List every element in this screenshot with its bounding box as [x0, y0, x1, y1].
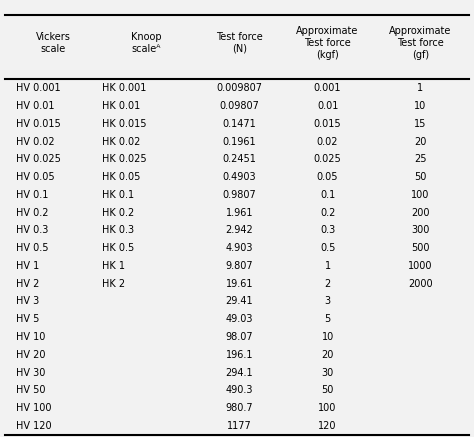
Text: 196.1: 196.1 — [226, 350, 253, 360]
Text: 0.1471: 0.1471 — [222, 119, 256, 129]
Text: Vickers
scale: Vickers scale — [36, 32, 71, 54]
Text: 10: 10 — [414, 101, 427, 111]
Text: 29.41: 29.41 — [226, 296, 253, 306]
Text: 30: 30 — [321, 368, 334, 378]
Text: HK 0.001: HK 0.001 — [102, 83, 146, 93]
Text: Test force
(N): Test force (N) — [216, 32, 263, 54]
Text: 1.961: 1.961 — [226, 208, 253, 218]
Text: 4.903: 4.903 — [226, 243, 253, 253]
Text: 100: 100 — [411, 190, 429, 200]
Text: 98.07: 98.07 — [226, 332, 253, 342]
Text: 0.4903: 0.4903 — [222, 172, 256, 182]
Text: Knoop
scaleᴬ: Knoop scaleᴬ — [131, 32, 162, 54]
Text: 0.2: 0.2 — [320, 208, 335, 218]
Text: HV 10: HV 10 — [16, 332, 46, 342]
Text: HV 50: HV 50 — [16, 385, 46, 395]
Text: 25: 25 — [414, 154, 427, 164]
Text: 0.1961: 0.1961 — [222, 136, 256, 146]
Text: 0.3: 0.3 — [320, 225, 335, 236]
Text: Approximate
Test force
(kgf): Approximate Test force (kgf) — [296, 26, 359, 59]
Text: 1000: 1000 — [408, 261, 433, 271]
Text: 200: 200 — [411, 208, 430, 218]
Text: HK 0.5: HK 0.5 — [102, 243, 135, 253]
Text: HV 1: HV 1 — [16, 261, 40, 271]
Text: 0.009807: 0.009807 — [216, 83, 262, 93]
Text: 3: 3 — [325, 296, 331, 306]
Text: HK 0.015: HK 0.015 — [102, 119, 147, 129]
Text: HV 0.2: HV 0.2 — [16, 208, 49, 218]
Text: 120: 120 — [319, 421, 337, 431]
Text: 20: 20 — [321, 350, 334, 360]
Text: 0.001: 0.001 — [314, 83, 341, 93]
Text: 2: 2 — [325, 279, 331, 289]
Text: HK 0.3: HK 0.3 — [102, 225, 135, 236]
Text: 2000: 2000 — [408, 279, 433, 289]
Text: 0.2451: 0.2451 — [222, 154, 256, 164]
Text: 500: 500 — [411, 243, 430, 253]
Text: 0.015: 0.015 — [314, 119, 341, 129]
Text: HK 2: HK 2 — [102, 279, 126, 289]
Text: 19.61: 19.61 — [226, 279, 253, 289]
Text: 294.1: 294.1 — [226, 368, 253, 378]
Text: 0.9807: 0.9807 — [222, 190, 256, 200]
Text: HV 0.1: HV 0.1 — [16, 190, 49, 200]
Text: HV 120: HV 120 — [16, 421, 52, 431]
Text: 1: 1 — [418, 83, 424, 93]
Text: 15: 15 — [414, 119, 427, 129]
Text: 0.09807: 0.09807 — [219, 101, 259, 111]
Text: HK 0.05: HK 0.05 — [102, 172, 141, 182]
Text: 9.807: 9.807 — [226, 261, 253, 271]
Text: HV 0.02: HV 0.02 — [16, 136, 55, 146]
Text: HV 5: HV 5 — [16, 314, 40, 324]
Text: 2.942: 2.942 — [226, 225, 253, 236]
Text: 5: 5 — [325, 314, 331, 324]
Text: 0.05: 0.05 — [317, 172, 338, 182]
Text: 10: 10 — [321, 332, 334, 342]
Text: 490.3: 490.3 — [226, 385, 253, 395]
Text: HV 100: HV 100 — [16, 403, 52, 413]
Text: HV 0.5: HV 0.5 — [16, 243, 49, 253]
Text: HV 2: HV 2 — [16, 279, 40, 289]
Text: HK 0.02: HK 0.02 — [102, 136, 141, 146]
Text: HV 0.015: HV 0.015 — [16, 119, 61, 129]
Text: HK 1: HK 1 — [102, 261, 125, 271]
Text: HV 0.3: HV 0.3 — [16, 225, 49, 236]
Text: HV 20: HV 20 — [16, 350, 46, 360]
Text: HV 0.05: HV 0.05 — [16, 172, 55, 182]
Text: HV 30: HV 30 — [16, 368, 46, 378]
Text: 300: 300 — [411, 225, 429, 236]
Text: HV 0.001: HV 0.001 — [16, 83, 61, 93]
Text: HV 0.025: HV 0.025 — [16, 154, 61, 164]
Text: HK 0.1: HK 0.1 — [102, 190, 135, 200]
Text: 0.1: 0.1 — [320, 190, 335, 200]
Text: 980.7: 980.7 — [226, 403, 253, 413]
Text: Approximate
Test force
(gf): Approximate Test force (gf) — [389, 26, 452, 59]
Text: 100: 100 — [319, 403, 337, 413]
Text: HK 0.01: HK 0.01 — [102, 101, 140, 111]
Text: 50: 50 — [321, 385, 334, 395]
Text: 49.03: 49.03 — [226, 314, 253, 324]
Text: HK 0.2: HK 0.2 — [102, 208, 135, 218]
Text: HV 3: HV 3 — [16, 296, 40, 306]
Text: HV 0.01: HV 0.01 — [16, 101, 55, 111]
Text: 0.025: 0.025 — [314, 154, 341, 164]
Text: 0.02: 0.02 — [317, 136, 338, 146]
Text: 1: 1 — [325, 261, 331, 271]
Text: 0.5: 0.5 — [320, 243, 335, 253]
Text: 20: 20 — [414, 136, 427, 146]
Text: 50: 50 — [414, 172, 427, 182]
Text: HK 0.025: HK 0.025 — [102, 154, 147, 164]
Text: 0.01: 0.01 — [317, 101, 338, 111]
Text: 1177: 1177 — [227, 421, 252, 431]
